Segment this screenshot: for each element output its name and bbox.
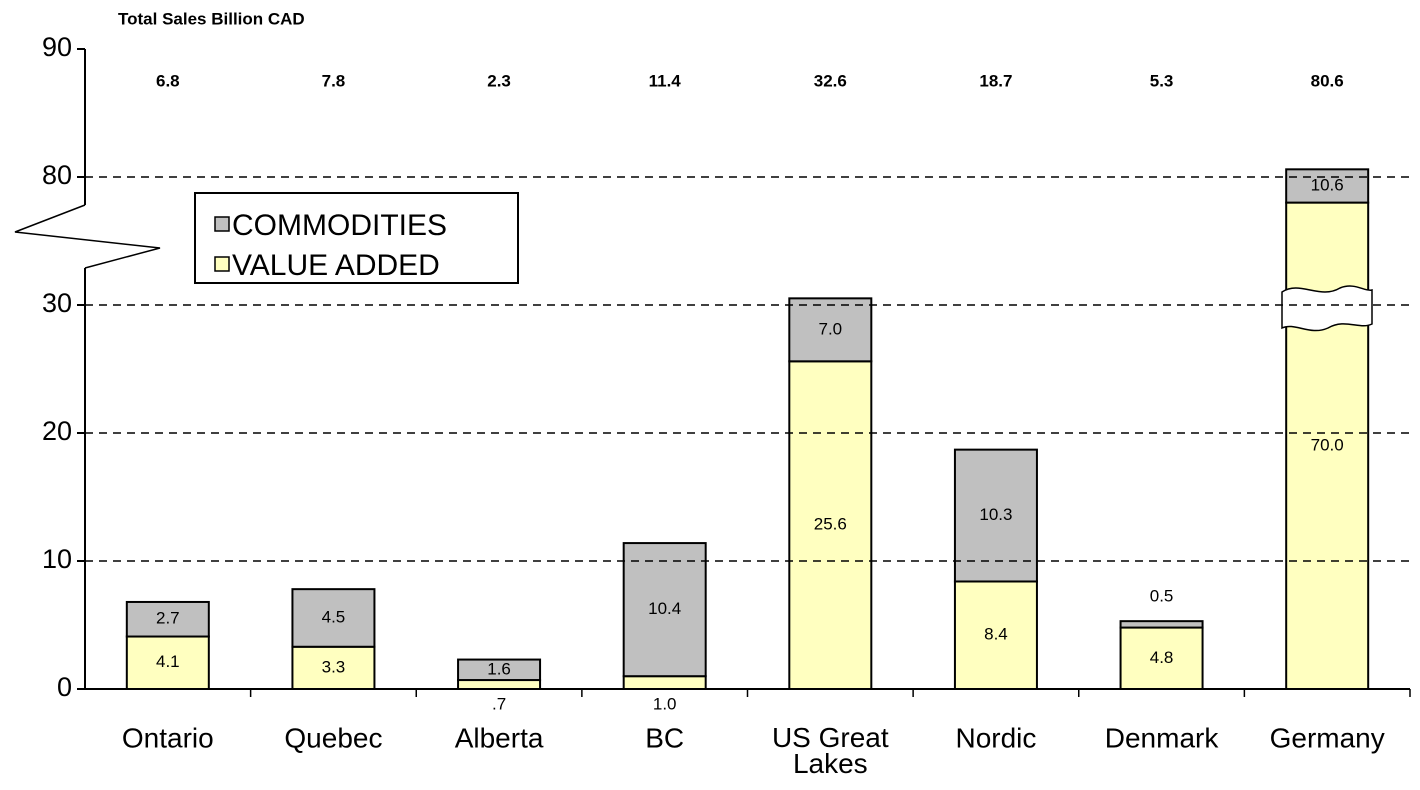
bar-segment [953, 448, 1038, 583]
bar-segment [1119, 620, 1204, 629]
bar-segment [1285, 168, 1370, 204]
total-label: 18.7 [979, 71, 1012, 90]
value-label: 25.6 [814, 515, 847, 534]
legend-swatch [214, 256, 230, 272]
y-tick-label: 80 [42, 160, 72, 190]
x-tick-label: US Great Lakes [772, 722, 889, 779]
axis-break [14, 204, 161, 269]
value-label: 4.1 [156, 652, 180, 671]
y-tick-label: 20 [42, 416, 72, 446]
bar-segment [788, 297, 873, 363]
legend-label: VALUE ADDED [232, 249, 440, 282]
value-label: 10.6 [1311, 175, 1344, 194]
value-label: 1.6 [487, 659, 511, 678]
value-label: 0.5 [1150, 587, 1174, 606]
value-label: 10.4 [648, 599, 681, 618]
x-tick-label: BC [645, 722, 684, 753]
value-label: 70.0 [1311, 435, 1344, 454]
total-label: 32.6 [814, 71, 847, 90]
value-label: 8.4 [984, 625, 1008, 644]
value-label: 10.3 [979, 505, 1012, 524]
value-label: 1.0 [653, 694, 677, 713]
total-label: 7.8 [322, 71, 346, 90]
total-label: 11.4 [649, 71, 682, 90]
bar-segment [125, 600, 210, 638]
value-label: 3.3 [322, 657, 346, 676]
x-tick-label: Quebec [284, 722, 382, 753]
total-label: 6.8 [156, 71, 180, 90]
legend-swatch [214, 216, 230, 232]
total-label: 5.3 [1150, 71, 1174, 90]
legend [194, 192, 519, 284]
x-tick-label: Denmark [1105, 722, 1220, 753]
bar-segment [622, 542, 707, 678]
total-label: 2.3 [487, 71, 511, 90]
value-label: 4.8 [1150, 648, 1174, 667]
x-tick-label: Ontario [122, 722, 214, 753]
total-label: 80.6 [1311, 71, 1344, 90]
y-tick-label: 0 [57, 672, 72, 702]
y-tick-label: 90 [42, 32, 72, 62]
bar-segment [125, 635, 210, 691]
bar-segment [622, 675, 707, 691]
value-label: 4.5 [322, 607, 346, 626]
x-tick-label: Nordic [955, 722, 1036, 753]
legend-label: COMMODITIES [232, 209, 447, 242]
bar-segment [457, 658, 542, 682]
bar-break [1281, 285, 1373, 332]
y-tick-label: 30 [42, 288, 72, 318]
bar-segment [953, 580, 1038, 690]
x-tick-label: Germany [1270, 722, 1385, 753]
value-label: .7 [492, 694, 506, 713]
value-label: 7.0 [818, 319, 842, 338]
value-label: 2.7 [156, 609, 180, 628]
bar-segment [291, 588, 376, 648]
x-tick-label: Alberta [455, 722, 544, 753]
y-axis-title: Total Sales Billion CAD [118, 9, 305, 28]
y-tick-label: 10 [42, 544, 72, 574]
bar-segment [457, 679, 542, 690]
